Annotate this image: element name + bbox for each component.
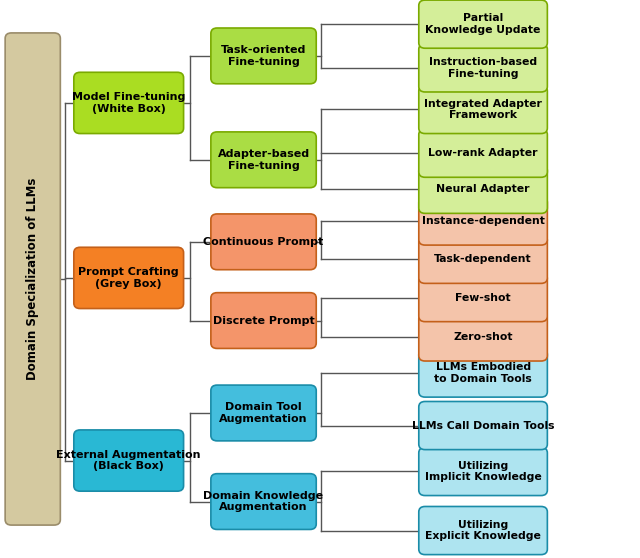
Text: Instance-dependent: Instance-dependent bbox=[422, 216, 545, 226]
Text: Model Fine-tuning
(White Box): Model Fine-tuning (White Box) bbox=[72, 92, 186, 114]
FancyBboxPatch shape bbox=[419, 273, 547, 321]
FancyBboxPatch shape bbox=[419, 235, 547, 283]
FancyBboxPatch shape bbox=[419, 448, 547, 496]
FancyBboxPatch shape bbox=[419, 0, 547, 48]
FancyBboxPatch shape bbox=[419, 165, 547, 213]
FancyBboxPatch shape bbox=[74, 247, 184, 309]
FancyBboxPatch shape bbox=[211, 474, 316, 530]
FancyBboxPatch shape bbox=[5, 33, 60, 525]
FancyBboxPatch shape bbox=[419, 349, 547, 397]
Text: Task-dependent: Task-dependent bbox=[435, 254, 532, 264]
Text: Utilizing
Explicit Knowledge: Utilizing Explicit Knowledge bbox=[425, 519, 541, 541]
Text: Task-oriented
Fine-tuning: Task-oriented Fine-tuning bbox=[221, 45, 306, 67]
FancyBboxPatch shape bbox=[74, 430, 184, 491]
FancyBboxPatch shape bbox=[419, 44, 547, 92]
Text: Partial
Knowledge Update: Partial Knowledge Update bbox=[426, 13, 541, 35]
Text: Discrete Prompt: Discrete Prompt bbox=[212, 316, 314, 325]
FancyBboxPatch shape bbox=[419, 313, 547, 361]
Text: Adapter-based
Fine-tuning: Adapter-based Fine-tuning bbox=[218, 149, 310, 171]
Text: Neural Adapter: Neural Adapter bbox=[436, 184, 530, 194]
Text: Instruction-based
Fine-tuning: Instruction-based Fine-tuning bbox=[429, 57, 537, 79]
Text: Few-shot: Few-shot bbox=[455, 292, 511, 302]
FancyBboxPatch shape bbox=[211, 28, 316, 84]
FancyBboxPatch shape bbox=[419, 402, 547, 450]
Text: Continuous Prompt: Continuous Prompt bbox=[204, 237, 324, 247]
FancyBboxPatch shape bbox=[419, 197, 547, 245]
Text: Domain Tool
Augmentation: Domain Tool Augmentation bbox=[220, 402, 308, 424]
Text: Integrated Adapter
Framework: Integrated Adapter Framework bbox=[424, 99, 542, 121]
Text: LLMs Embodied
to Domain Tools: LLMs Embodied to Domain Tools bbox=[434, 362, 532, 384]
FancyBboxPatch shape bbox=[211, 132, 316, 187]
Text: Utilizing
Implicit Knowledge: Utilizing Implicit Knowledge bbox=[425, 461, 541, 482]
Text: Prompt Crafting
(Grey Box): Prompt Crafting (Grey Box) bbox=[78, 267, 179, 288]
FancyBboxPatch shape bbox=[419, 507, 547, 555]
FancyBboxPatch shape bbox=[211, 385, 316, 441]
Text: Zero-shot: Zero-shot bbox=[453, 332, 513, 342]
Text: Domain Knowledge
Augmentation: Domain Knowledge Augmentation bbox=[204, 491, 324, 512]
Text: Domain Specialization of LLMs: Domain Specialization of LLMs bbox=[26, 178, 39, 380]
FancyBboxPatch shape bbox=[74, 73, 184, 133]
Text: Low-rank Adapter: Low-rank Adapter bbox=[428, 148, 538, 158]
FancyBboxPatch shape bbox=[419, 85, 547, 133]
FancyBboxPatch shape bbox=[419, 129, 547, 177]
Text: LLMs Call Domain Tools: LLMs Call Domain Tools bbox=[412, 421, 554, 431]
FancyBboxPatch shape bbox=[211, 293, 316, 348]
FancyBboxPatch shape bbox=[211, 214, 316, 270]
Text: External Augmentation
(Black Box): External Augmentation (Black Box) bbox=[56, 450, 201, 472]
